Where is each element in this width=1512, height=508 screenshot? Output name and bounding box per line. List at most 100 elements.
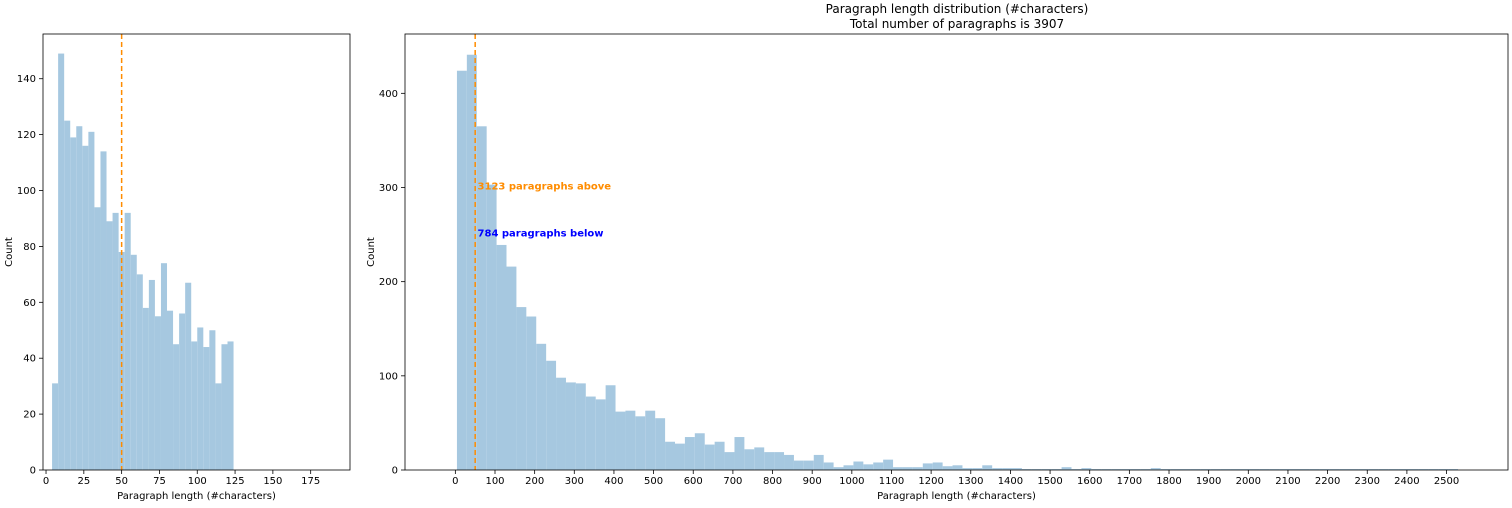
left-bar — [227, 341, 234, 470]
right-bars — [456, 54, 1459, 471]
right-bar — [1130, 469, 1141, 470]
right-bar — [932, 462, 943, 470]
left-bar — [221, 344, 228, 470]
right-y-axis-label: Count — [366, 237, 377, 267]
right-x-tick-label: 900 — [803, 476, 822, 487]
left-x-tick-label: 125 — [226, 476, 245, 487]
right-bar — [704, 444, 715, 470]
right-bar — [1012, 468, 1022, 470]
right-bar — [516, 307, 527, 470]
left-y-tick-label: 0 — [30, 466, 36, 477]
right-bar — [942, 466, 953, 470]
left-bar — [154, 316, 161, 470]
left-bar — [94, 207, 101, 470]
right-bar — [1150, 468, 1161, 470]
right-bar — [645, 410, 656, 470]
left-x-tick-label: 75 — [153, 476, 166, 487]
left-y-tick-label: 120 — [17, 130, 36, 141]
left-bar — [215, 383, 222, 470]
right-bar — [1299, 469, 1310, 470]
left-y-tick-label: 100 — [17, 186, 36, 197]
left-bar — [58, 53, 65, 471]
right-bar — [922, 463, 933, 470]
right-bar — [912, 467, 923, 470]
left-axes-frame — [42, 33, 351, 471]
right-x-tick-label: 2300 — [1355, 476, 1380, 487]
right-bar — [1170, 469, 1181, 470]
right-bar — [1180, 469, 1191, 470]
right-x-tick-label: 200 — [525, 476, 544, 487]
left-bar — [185, 282, 192, 470]
left-bar — [52, 383, 59, 470]
right-bar — [565, 382, 576, 470]
right-x-tick-label: 2400 — [1394, 476, 1419, 487]
right-bar — [1378, 469, 1389, 470]
right-bar — [1160, 469, 1171, 470]
right-bar — [665, 441, 675, 470]
right-bar — [1309, 469, 1320, 470]
right-bar — [1239, 469, 1250, 470]
right-bar — [456, 70, 467, 470]
right-bar — [536, 343, 547, 470]
right-bar — [506, 266, 517, 470]
right-x-tick-label: 0 — [452, 476, 458, 487]
right-x-tick-label: 300 — [565, 476, 584, 487]
left-x-tick-label: 100 — [188, 476, 207, 487]
right-bar — [1021, 469, 1032, 470]
right-axes-frame — [404, 33, 1509, 471]
right-bar — [1081, 468, 1092, 470]
annotation-below: 784 paragraphs below — [478, 229, 604, 240]
left-bars — [52, 53, 234, 471]
left-y-tick-label: 40 — [23, 354, 36, 365]
right-bar — [466, 54, 477, 470]
left-x-tick-label: 25 — [77, 476, 90, 487]
right-x-tick-label: 1000 — [839, 476, 864, 487]
right-bar — [734, 437, 745, 470]
left-y-tick-label: 80 — [23, 242, 36, 253]
left-bar — [142, 307, 149, 470]
right-bar — [1101, 469, 1112, 470]
right-bar — [962, 468, 973, 470]
right-x-tick-label: 100 — [485, 476, 504, 487]
left-x-tick-label: 0 — [43, 476, 49, 487]
right-bar — [635, 416, 646, 470]
left-histogram: 0 25 50 75 100 125 150 175 0 20 40 60 80 100 120 140 Par… — [4, 33, 351, 502]
left-bar — [124, 212, 131, 470]
left-y-axis-label: Count — [4, 237, 15, 267]
right-bar — [1061, 467, 1072, 470]
right-bar — [694, 433, 705, 470]
right-bar — [1349, 469, 1359, 470]
right-bar — [982, 465, 993, 470]
right-bar — [1200, 469, 1211, 470]
right-x-axis-label: Paragraph length (#characters) — [877, 491, 1036, 502]
right-y-tick-label: 200 — [379, 277, 398, 288]
right-x-tick-label: 1800 — [1156, 476, 1181, 487]
right-bar — [1041, 469, 1052, 470]
right-bar — [1269, 469, 1280, 470]
right-bar — [863, 464, 874, 470]
right-bar — [843, 465, 854, 470]
right-x-tick-label: 600 — [684, 476, 703, 487]
right-bar — [1111, 469, 1122, 470]
right-bar — [883, 459, 894, 470]
left-bar — [70, 137, 77, 470]
left-bar — [209, 330, 216, 470]
right-x-tick-label: 500 — [644, 476, 663, 487]
right-bar — [585, 396, 596, 470]
left-bar — [197, 327, 204, 470]
right-x-tick-label: 2500 — [1434, 476, 1459, 487]
right-bar — [595, 399, 606, 470]
right-bar — [1220, 469, 1231, 470]
right-x-tick-label: 700 — [723, 476, 742, 487]
right-bar — [1002, 468, 1012, 470]
right-bar — [1051, 469, 1062, 470]
right-y-tick-label: 300 — [379, 183, 398, 194]
right-bar — [893, 467, 903, 470]
right-x-tick-label: 1900 — [1196, 476, 1221, 487]
right-bar — [1358, 469, 1369, 470]
left-bar — [82, 145, 89, 471]
right-bar — [1289, 469, 1300, 470]
right-x-tick-label: 1600 — [1077, 476, 1102, 487]
right-x-tick-label: 2000 — [1236, 476, 1261, 487]
